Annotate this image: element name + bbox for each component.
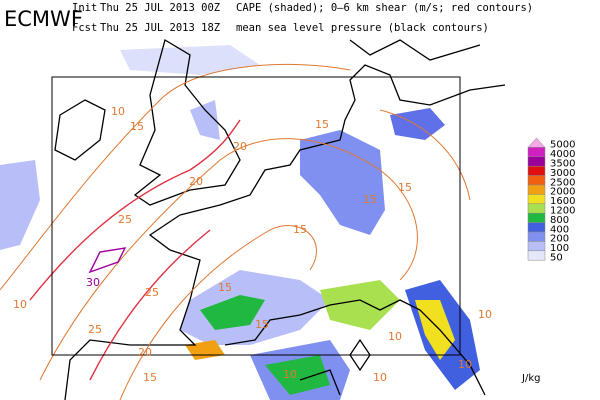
contour-label: 10 [478,308,492,321]
legend-label: 4000 [550,149,575,160]
title-line2: mean sea level pressure (black contours) [236,22,489,34]
contour-label: 20 [233,140,247,153]
legend-label: 2500 [550,177,575,188]
legend-label: 50 [550,253,563,264]
coastlines [54,39,506,400]
coast-south [224,299,486,396]
legend-label: 5000 [550,140,575,151]
contour-label: 25 [88,323,102,336]
legend-swatch [527,212,546,223]
contour-label: 10 [373,371,387,384]
coast-britain [133,39,241,206]
legend-swatch [527,137,546,148]
init-label: Init [72,2,97,14]
contour-label: 10 [283,368,297,381]
fcst-label: Fcst [72,22,97,34]
cape-shading [0,45,480,400]
legend-label: 800 [550,215,569,226]
legend-unit: J/kg [521,373,540,384]
legend-label: 400 [550,224,569,235]
fcst-time: Thu 25 JUL 2013 18Z [100,22,220,34]
legend-swatch [527,250,546,261]
contour-line [39,138,418,381]
legend-label: 1200 [550,206,575,217]
contour-line [29,119,241,301]
coast-sardinia [299,369,341,396]
shear-strong [29,119,241,381]
contour-label: 10 [111,105,125,118]
contour-label: 30 [86,276,100,289]
legend-swatch [527,222,546,233]
shade [390,108,445,140]
shade [0,160,40,250]
contour-label: 15 [130,120,144,133]
legend-swatch [527,165,546,176]
legend-swatch [527,203,546,214]
shear-contours [0,63,471,400]
contour-label: 10 [13,298,27,311]
contour-label: 15 [218,281,232,294]
contour-label: 20 [138,346,152,359]
coast-west [64,214,201,400]
contour-label: 15 [398,181,412,194]
contour-label: 15 [315,118,329,131]
title-line1: CAPE (shaded); 0–6 km shear (m/s; red co… [236,2,533,14]
legend-label: 100 [550,243,569,254]
contour-line [89,229,211,381]
coast-ireland [54,99,106,161]
contour-label: 15 [363,193,377,206]
legend-swatch [527,147,546,158]
coast-scandinavia [349,39,481,61]
shade [190,100,220,140]
shade [120,45,260,75]
contour-label: 20 [189,175,203,188]
contour-line [379,109,471,201]
contour-line [0,63,351,291]
contour-label: 15 [293,223,307,236]
legend-label: 200 [550,234,569,245]
legend-label: 2000 [550,187,575,198]
shade [320,280,400,330]
contour-label: 10 [458,358,472,371]
legend-label: 3500 [550,159,575,170]
legend-label: 1600 [550,196,575,207]
legend-swatch [527,184,546,195]
contour-label: 25 [118,213,132,226]
legend-label: 3000 [550,168,575,179]
legend-swatch [527,241,546,252]
contour-label: 10 [388,330,402,343]
legend-swatch [527,231,546,242]
legend-swatch [527,194,546,205]
legend-swatch [527,156,546,167]
contour-line [119,225,317,400]
shade [300,130,385,235]
shade [265,355,330,395]
contour-label: 25 [145,286,159,299]
logo: ECMWF [4,7,83,31]
contour-label: 15 [143,371,157,384]
domain-frame [51,76,461,356]
contour-line [88,247,127,274]
init-time: Thu 25 JUL 2013 00Z [100,2,220,14]
shade [200,295,265,330]
legend-swatch [527,175,546,186]
contour-label: 15 [255,318,269,331]
coast-north [179,64,506,216]
